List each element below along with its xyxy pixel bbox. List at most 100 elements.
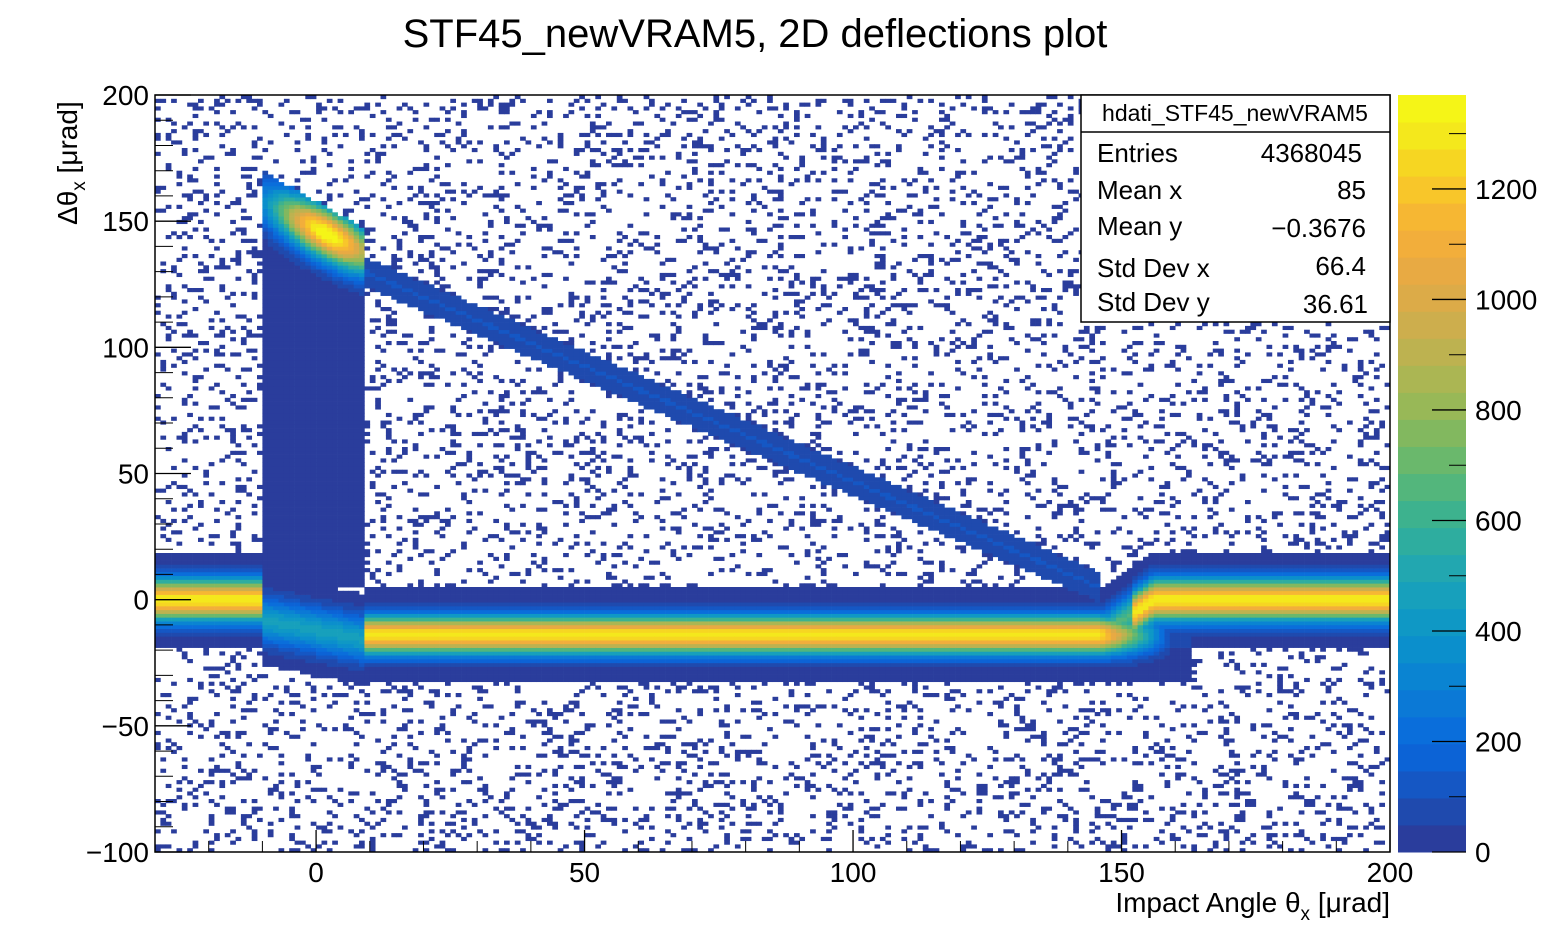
heatmap-cell (327, 670, 333, 674)
heatmap-cell (354, 674, 360, 678)
heatmap-cell (327, 341, 333, 345)
heatmap-cell (279, 243, 285, 247)
heatmap-cell (322, 504, 328, 508)
heatmap-cell (316, 345, 322, 349)
heatmap-cell (230, 689, 236, 693)
heatmap-cell (305, 209, 311, 213)
heatmap-cell (236, 606, 242, 610)
heatmap-cell (300, 515, 306, 519)
heatmap-cell (219, 629, 225, 633)
heatmap-cell (295, 583, 301, 587)
heatmap-cell (225, 614, 231, 618)
heatmap-cell (327, 504, 333, 508)
heatmap-cell (305, 398, 311, 402)
heatmap-cell (182, 519, 188, 523)
heatmap-cell (450, 667, 456, 671)
heatmap-cell (305, 587, 311, 591)
heatmap-cell (434, 791, 440, 795)
heatmap-cell (322, 625, 328, 629)
heatmap-cell (407, 757, 413, 761)
heatmap-cell (246, 390, 252, 394)
heatmap-cell (230, 750, 236, 754)
heatmap-cell (332, 610, 338, 614)
heatmap-cell (262, 742, 268, 746)
heatmap-cell (397, 243, 403, 247)
heatmap-cell (295, 258, 301, 262)
heatmap-cell (236, 636, 242, 640)
heatmap-cell (252, 356, 258, 360)
heatmap-cell (241, 557, 247, 561)
heatmap-cell (257, 591, 263, 595)
heatmap-cell (332, 629, 338, 633)
heatmap-cell (177, 780, 183, 784)
heatmap-cell (338, 519, 344, 523)
heatmap-cell (343, 451, 349, 455)
heatmap-cell (193, 576, 199, 580)
heatmap-cell (327, 163, 333, 167)
heatmap-cell (466, 451, 472, 455)
heatmap-cell (354, 231, 360, 235)
heatmap-cell (262, 243, 268, 247)
heatmap-cell (273, 398, 279, 402)
heatmap-cell (316, 315, 322, 319)
heatmap-cell (354, 595, 360, 599)
heatmap-cell (364, 712, 370, 716)
heatmap-cell (456, 655, 462, 659)
heatmap-cell (182, 644, 188, 648)
heatmap-cell (381, 508, 387, 512)
heatmap-cell (316, 773, 322, 777)
heatmap-cell (391, 610, 397, 614)
heatmap-cell (246, 591, 252, 595)
heatmap-cell (450, 769, 456, 773)
heatmap-cell (434, 606, 440, 610)
heatmap-cell (327, 273, 333, 277)
heatmap-cell (268, 205, 274, 209)
heatmap-cell (338, 352, 344, 356)
heatmap-cell (300, 557, 306, 561)
heatmap-cell (236, 564, 242, 568)
heatmap-cell (450, 636, 456, 640)
heatmap-cell (364, 598, 370, 602)
heatmap-cell (343, 470, 349, 474)
heatmap-cell (246, 625, 252, 629)
heatmap-cell (279, 542, 285, 546)
heatmap-cell (450, 466, 456, 470)
heatmap-cell (279, 439, 285, 443)
heatmap-cell (332, 371, 338, 375)
heatmap-cell (268, 564, 274, 568)
heatmap-cell (193, 564, 199, 568)
heatmap-cell (461, 315, 467, 319)
heatmap-cell (177, 746, 183, 750)
heatmap-cell (322, 500, 328, 504)
heatmap-cell (289, 447, 295, 451)
heatmap-cell (284, 209, 290, 213)
heatmap-cell (311, 379, 317, 383)
heatmap-cell (166, 629, 172, 633)
heatmap-cell (241, 617, 247, 621)
heatmap-cell (381, 663, 387, 667)
heatmap-cell (225, 625, 231, 629)
heatmap-cell (295, 595, 301, 599)
heatmap-cell (359, 583, 365, 587)
heatmap-cell (209, 629, 215, 633)
heatmap-cell (230, 704, 236, 708)
heatmap-cell (273, 485, 279, 489)
heatmap-cell (305, 598, 311, 602)
heatmap-cell (440, 303, 446, 307)
heatmap-cell (327, 455, 333, 459)
heatmap-cell (300, 670, 306, 674)
heatmap-cell (284, 436, 290, 440)
heatmap-cell (386, 284, 392, 288)
heatmap-cell (198, 159, 204, 163)
heatmap-cell (219, 682, 225, 686)
heatmap-cell (273, 477, 279, 481)
heatmap-cell (305, 307, 311, 311)
heatmap-cell (418, 761, 424, 765)
heatmap-cell (413, 648, 419, 652)
heatmap-cell (171, 591, 177, 595)
heatmap-cell (246, 564, 252, 568)
heatmap-cell (354, 356, 360, 360)
heatmap-cell (407, 106, 413, 110)
heatmap-cell (268, 114, 274, 118)
heatmap-cell (354, 640, 360, 644)
